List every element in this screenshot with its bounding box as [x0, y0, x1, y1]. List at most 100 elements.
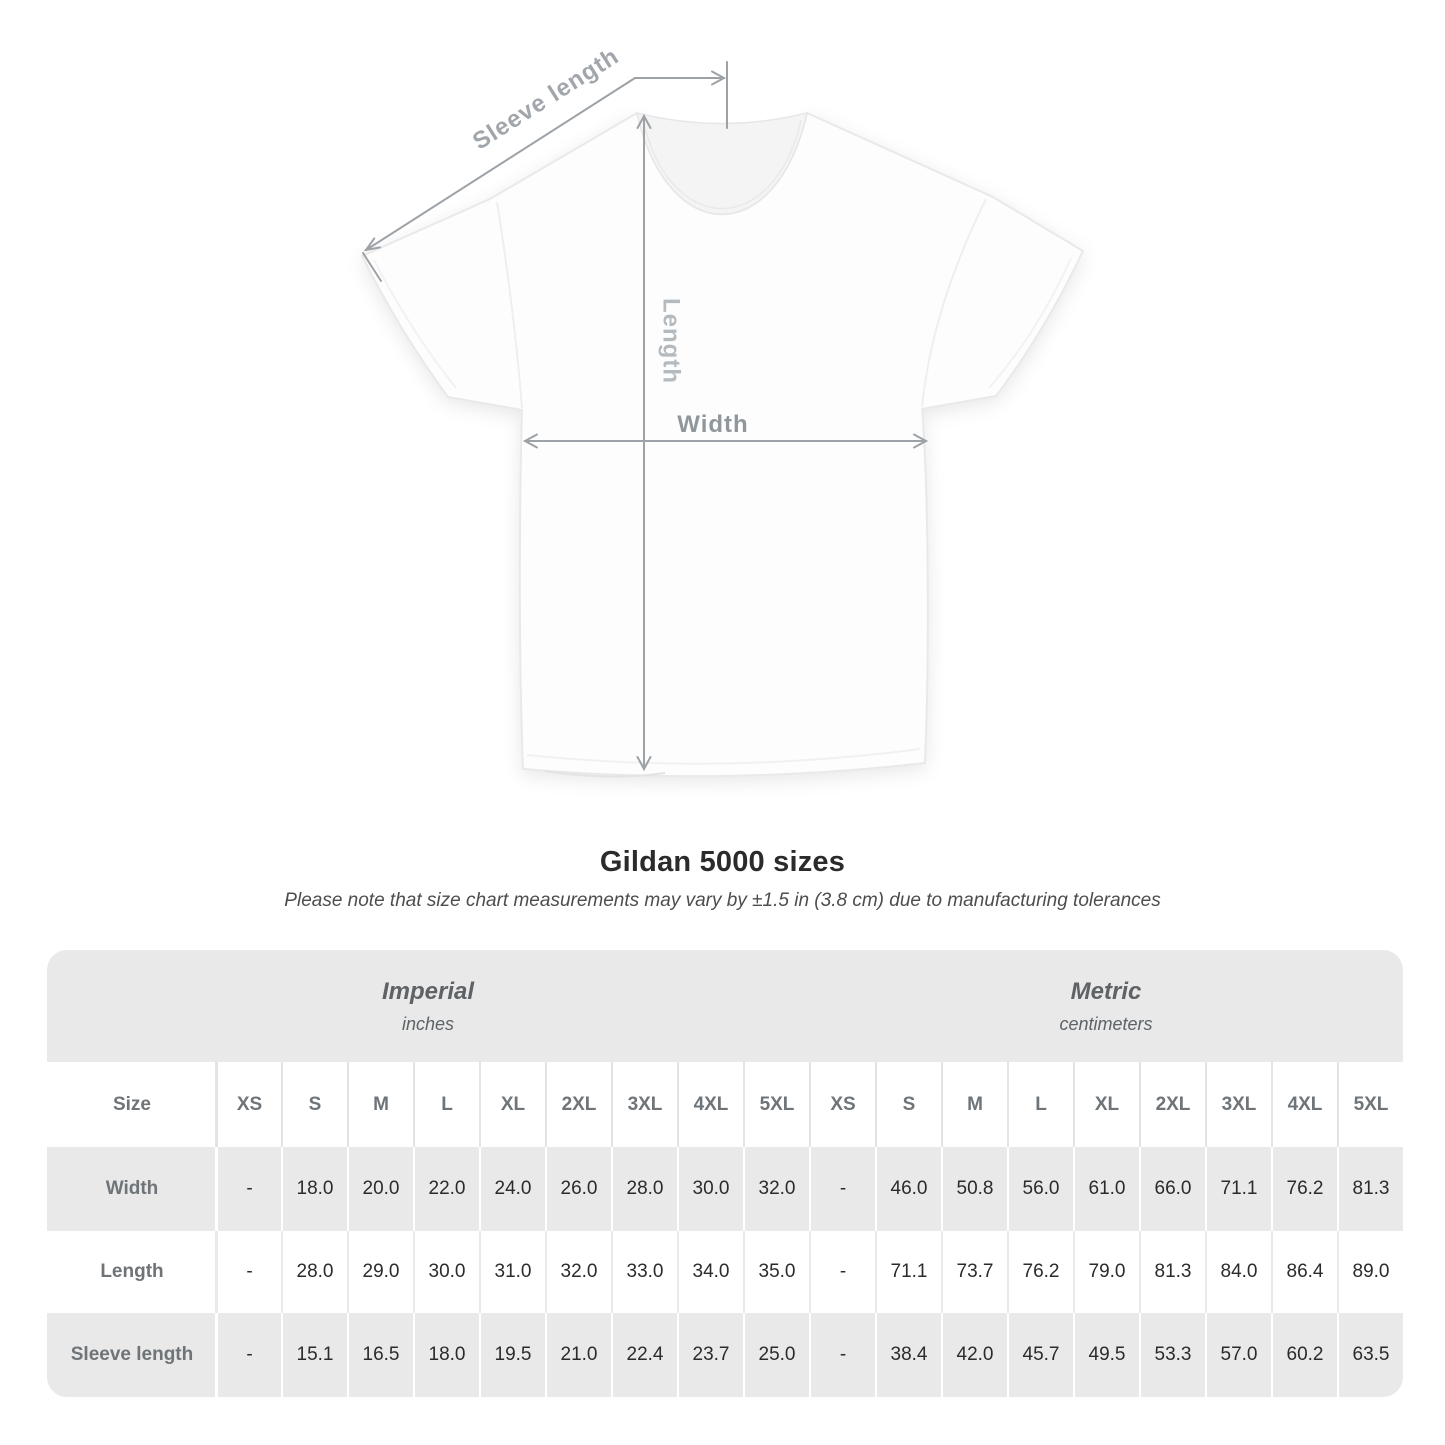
metric-value: 57.0 — [1205, 1313, 1271, 1397]
imperial-value: 28.0 — [281, 1231, 347, 1313]
metric-column-header-5xl: 5XL — [1337, 1062, 1403, 1147]
row-label: Sleeve length — [70, 1344, 194, 1365]
width-label: Width — [677, 411, 748, 438]
metric-value: - — [809, 1231, 875, 1313]
imperial-value: 30.0 — [677, 1147, 743, 1231]
imperial-value: 15.1 — [281, 1313, 347, 1397]
imperial-column-header-2xl: 2XL — [545, 1062, 611, 1147]
metric-value: 63.5 — [1337, 1313, 1403, 1397]
sleeve-length-arrow — [362, 61, 728, 282]
size-table: Imperial inches Metric centimeters Size X… — [47, 950, 1403, 1397]
imperial-column-header-3xl: 3XL — [611, 1062, 677, 1147]
metric-title: Metric — [1070, 977, 1142, 1005]
metric-unit: centimeters — [1059, 1013, 1153, 1034]
metric-value: 60.2 — [1271, 1313, 1337, 1397]
metric-column-header-2xl: 2XL — [1139, 1062, 1205, 1147]
metric-column-header-m: M — [941, 1062, 1007, 1147]
metric-column-header-s: S — [875, 1062, 941, 1147]
imperial-value: 35.0 — [743, 1231, 809, 1313]
imperial-value: 28.0 — [611, 1147, 677, 1231]
metric-value: 81.3 — [1139, 1231, 1205, 1313]
metric-column-header-3xl: 3XL — [1205, 1062, 1271, 1147]
metric-value: 61.0 — [1073, 1147, 1139, 1231]
imperial-value: 33.0 — [611, 1231, 677, 1313]
title-block: Gildan 5000 sizes Please note that size … — [0, 846, 1445, 912]
metric-value: 53.3 — [1139, 1313, 1205, 1397]
imperial-value: - — [215, 1313, 281, 1397]
imperial-value: 34.0 — [677, 1231, 743, 1313]
metric-value: 73.7 — [941, 1231, 1007, 1313]
metric-value: 71.1 — [875, 1231, 941, 1313]
metric-value: 50.8 — [941, 1147, 1007, 1231]
metric-value: - — [809, 1313, 875, 1397]
imperial-value: - — [215, 1147, 281, 1231]
imperial-column-header-xl: XL — [479, 1062, 545, 1147]
imperial-value: 20.0 — [347, 1147, 413, 1231]
table-row-sleeve-length: Sleeve length -15.1 16.5 18.0 19.5 21.0 22.4 23… — [47, 1313, 1403, 1397]
metric-value: 76.2 — [1007, 1231, 1073, 1313]
imperial-column-header-4xl: 4XL — [677, 1062, 743, 1147]
imperial-column-header-xs: XS — [215, 1062, 281, 1147]
table-row-length: Length -28.0 29.0 30.0 31.0 32.0 33.0 34.0 35.0-… — [47, 1231, 1403, 1313]
width-arrow — [522, 433, 929, 449]
table-body: Width -18.0 20.0 22.0 24.0 26.0 28.0 30.0 32.0-4… — [47, 1147, 1403, 1397]
imperial-value: - — [215, 1231, 281, 1313]
imperial-value: 30.0 — [413, 1231, 479, 1313]
metric-value: - — [809, 1147, 875, 1231]
page-title: Gildan 5000 sizes — [599, 846, 846, 878]
imperial-value: 31.0 — [479, 1231, 545, 1313]
metric-value: 46.0 — [875, 1147, 941, 1231]
metric-value: 86.4 — [1271, 1231, 1337, 1313]
metric-value: 38.4 — [875, 1313, 941, 1397]
imperial-value: 22.0 — [413, 1147, 479, 1231]
metric-value: 56.0 — [1007, 1147, 1073, 1231]
imperial-value: 24.0 — [479, 1147, 545, 1231]
imperial-value: 32.0 — [545, 1231, 611, 1313]
tshirt-diagram: Sleeve length Length Width — [360, 43, 1085, 778]
imperial-value: 21.0 — [545, 1313, 611, 1397]
length-label: Length — [658, 298, 685, 384]
imperial-value: 23.7 — [677, 1313, 743, 1397]
imperial-column-header-l: L — [413, 1062, 479, 1147]
imperial-title: Imperial — [381, 977, 475, 1005]
metric-value: 45.7 — [1007, 1313, 1073, 1397]
tolerance-note: Please note that size chart measurements… — [284, 890, 1161, 911]
row-label: Width — [105, 1178, 159, 1199]
imperial-unit: inches — [401, 1013, 455, 1034]
row-label: Length — [100, 1261, 164, 1282]
metric-value: 89.0 — [1337, 1231, 1403, 1313]
size-column-header: Size — [112, 1093, 152, 1115]
imperial-column-header-m: M — [347, 1062, 413, 1147]
table-row-width: Width -18.0 20.0 22.0 24.0 26.0 28.0 30.0 32.0-4… — [47, 1147, 1403, 1231]
imperial-group-header: Imperial inches — [47, 950, 809, 1062]
metric-value: 76.2 — [1271, 1147, 1337, 1231]
length-arrow — [636, 113, 652, 772]
metric-column-header-l: L — [1007, 1062, 1073, 1147]
tshirt-details — [373, 111, 1072, 778]
metric-value: 66.0 — [1139, 1147, 1205, 1231]
imperial-value: 26.0 — [545, 1147, 611, 1231]
imperial-column-header-s: S — [281, 1062, 347, 1147]
metric-value: 49.5 — [1073, 1313, 1139, 1397]
metric-column-header-4xl: 4XL — [1271, 1062, 1337, 1147]
imperial-column-header-5xl: 5XL — [743, 1062, 809, 1147]
imperial-value: 29.0 — [347, 1231, 413, 1313]
imperial-value: 18.0 — [413, 1313, 479, 1397]
imperial-value: 18.0 — [281, 1147, 347, 1231]
metric-column-header-xs: XS — [809, 1062, 875, 1147]
imperial-value: 32.0 — [743, 1147, 809, 1231]
metric-value: 84.0 — [1205, 1231, 1271, 1313]
metric-value: 81.3 — [1337, 1147, 1403, 1231]
table-group-header: Imperial inches Metric centimeters — [47, 950, 1403, 1062]
imperial-value: 16.5 — [347, 1313, 413, 1397]
metric-value: 71.1 — [1205, 1147, 1271, 1231]
table-header-row: Size XS S M L XL 2XL 3XL 4XL 5XL XS S M L XL 2XL 3XL 4XL 5… — [47, 1062, 1403, 1147]
imperial-value: 19.5 — [479, 1313, 545, 1397]
imperial-value: 25.0 — [743, 1313, 809, 1397]
metric-group-header: Metric centimeters — [809, 950, 1403, 1062]
dimension-lines — [362, 61, 929, 772]
metric-column-header-xl: XL — [1073, 1062, 1139, 1147]
metric-value: 79.0 — [1073, 1231, 1139, 1313]
imperial-value: 22.4 — [611, 1313, 677, 1397]
